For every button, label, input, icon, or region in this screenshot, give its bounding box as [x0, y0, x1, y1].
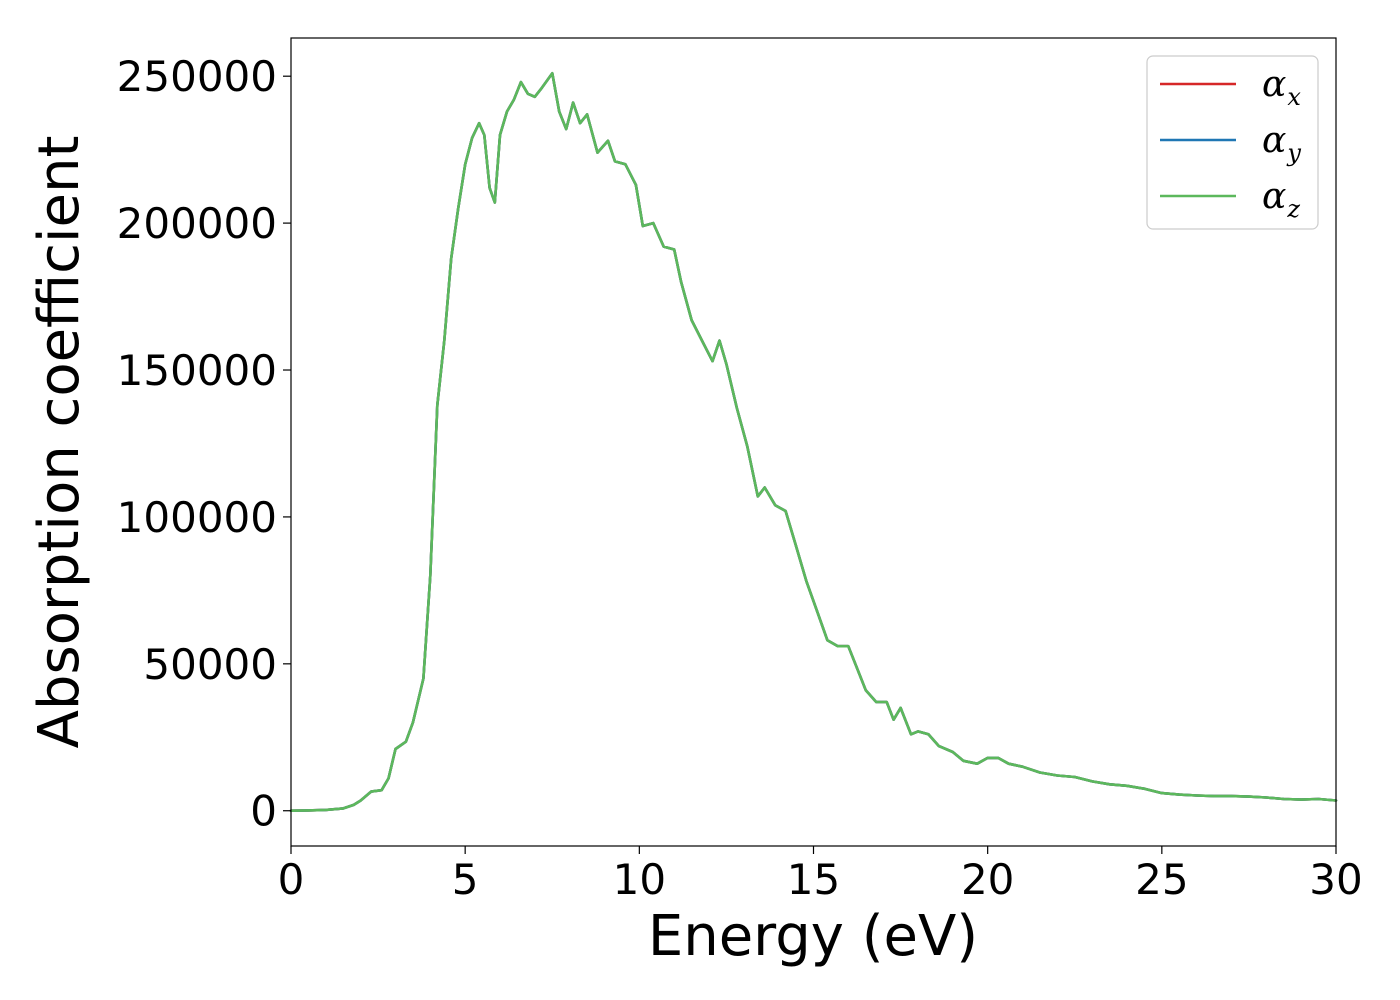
- legend-entry: αx: [1262, 64, 1301, 111]
- x-tick-label: 0: [278, 855, 305, 904]
- y-axis-label: Absorption coefficient: [27, 136, 92, 749]
- y-tick-label: 250000: [117, 52, 277, 101]
- legend-entry-symbol: α: [1262, 64, 1286, 105]
- y-tick-label: 200000: [117, 199, 277, 248]
- y-axis: 0 50000 100000 150000 200000 250000: [117, 52, 291, 836]
- legend-entry-symbol: α: [1262, 120, 1286, 161]
- series-layer: [289, 72, 1338, 813]
- x-axis: 0 5 10 15 20 25 30: [278, 846, 1363, 904]
- y-tick-label: 150000: [117, 346, 277, 395]
- y-tick-label: 50000: [143, 640, 277, 689]
- legend-entry: αy: [1262, 120, 1301, 167]
- x-tick-label: 25: [1135, 855, 1188, 904]
- x-tick-label: 5: [452, 855, 479, 904]
- y-tick-label: 0: [250, 787, 277, 836]
- legend-entry-subscript: x: [1287, 83, 1301, 111]
- x-axis-label: Energy (eV): [648, 904, 978, 969]
- legend-entry-symbol: α: [1262, 176, 1286, 217]
- legend-box: [1146, 55, 1319, 230]
- series-line-3: [289, 72, 1338, 813]
- x-tick-label: 20: [961, 855, 1014, 904]
- x-tick-label: 15: [787, 855, 840, 904]
- legend-entry-subscript: z: [1286, 195, 1300, 223]
- x-tick-label: 30: [1309, 855, 1362, 904]
- y-tick-label: 100000: [117, 493, 277, 542]
- legend-entry-subscript: y: [1286, 139, 1301, 167]
- x-tick-label: 10: [613, 855, 666, 904]
- legend-entry: αz: [1262, 176, 1300, 223]
